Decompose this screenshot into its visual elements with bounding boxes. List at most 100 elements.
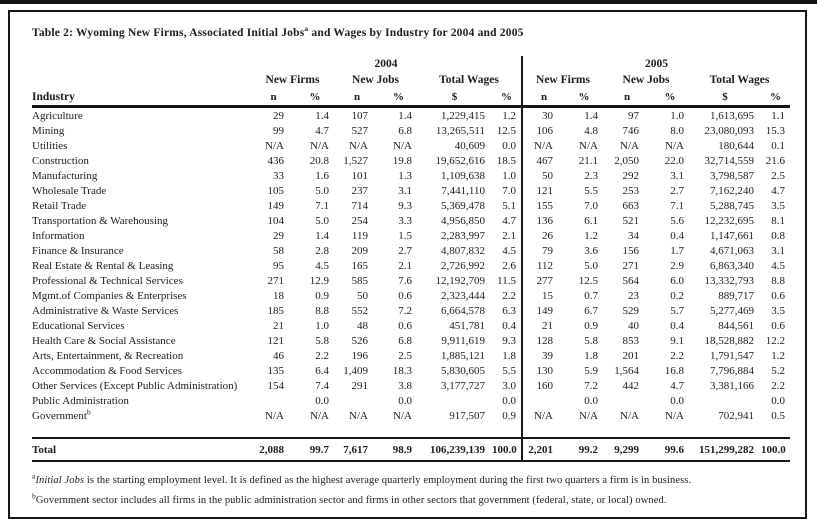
value-cell: 40 [628,319,639,332]
value-cell: 3.1 [670,169,684,182]
value-cell [603,393,651,408]
value-cell: 149 [267,199,285,212]
value-cell: 0.2 [670,289,684,302]
value-cell: 2.8 [315,244,329,257]
unit-header-pct: % [380,88,417,108]
value-cell: 12,232,695 [704,214,755,227]
value-cell: 1.2 [502,109,516,122]
value-cell: 0.0 [584,394,598,407]
value-cell: 7.0 [502,184,516,197]
value-cell: 0.9 [315,289,329,302]
title-superscript: a [304,24,309,34]
value-cell: 5.0 [584,259,598,272]
value-cell: 2,323,444 [441,289,485,302]
value-cell: 13,265,511 [435,124,485,137]
value-cell: 26 [521,228,565,243]
value-cell: 0.6 [398,319,412,332]
value-cell: 18 [273,289,284,302]
value-cell: 3,177,727 [441,379,485,392]
value-cell [251,393,296,408]
value-cell: 58 [273,244,284,257]
value-cell: 7,796,884 [710,364,754,377]
value-cell: 7.2 [584,379,598,392]
industry-cell: Information [32,229,85,242]
value-cell: 527 [351,124,369,137]
spacer-cell [251,423,522,438]
value-cell: 0.4 [670,319,684,332]
value-cell: 7,441,110 [441,184,485,197]
value-cell: N/A [310,139,329,152]
value-cell: 6.0 [670,274,684,287]
value-cell: 436 [267,154,285,167]
value-cell: 1.2 [771,349,785,362]
header-new-jobs-2005: New Jobs [622,74,670,86]
value-cell: 746 [622,124,640,137]
value-cell: 29 [273,229,284,242]
value-cell: 22.0 [664,154,684,167]
value-cell: 585 [351,274,369,287]
value-cell: 135 [267,364,285,377]
value-cell: 1,147,661 [710,229,754,242]
unit-header-dollar: $ [689,88,761,108]
total-value-cell: 9,299 [603,437,651,462]
value-cell: 4.7 [502,214,516,227]
value-cell: 5.9 [584,364,598,377]
value-cell: 2.9 [670,259,684,272]
value-cell: 95 [273,259,284,272]
value-cell: 9.1 [670,334,684,347]
spacer-cell [32,56,251,72]
value-cell: 13,332,793 [704,274,755,287]
industry-cell: Construction [32,154,89,167]
value-cell: 4.5 [502,244,516,257]
value-cell: 6.8 [398,334,412,347]
total-value-cell: 98.9 [380,437,417,462]
value-cell: 19,652,616 [435,154,486,167]
value-cell: 119 [351,229,368,242]
footnote-b: bGovernment sector includes all firms in… [32,491,805,506]
value-cell: 4.8 [584,124,598,137]
value-cell: 2.1 [502,229,516,242]
value-cell: 0.0 [315,394,329,407]
table-row: Wholesale Trade 105 5.0 237 3.1 7,441,110 7.0 1… [32,183,790,198]
footnote-b-superscript: b [32,491,36,501]
table-row: Professional & Technical Services 271 12.9… [32,273,790,288]
unit-header-row: Industry n % n % $ % n % n % $ % [32,88,790,108]
value-cell: 104 [267,214,285,227]
value-cell: 2.5 [398,349,412,362]
value-cell: 50 [357,289,368,302]
table-row: Administrative & Waste Services 185 8.8 552… [32,303,790,318]
value-cell: 185 [267,304,285,317]
value-cell: 12.2 [765,334,785,347]
table-row: Construction 436 20.8 1,527 19.8 19,652,616 18… [32,153,790,168]
value-cell: 6,664,578 [441,304,485,317]
value-cell: 1.4 [584,109,598,122]
value-cell: 917,507 [449,409,485,422]
industry-cell: Educational Services [32,319,125,332]
unit-header-n: n [334,88,380,108]
total-label: Total [32,437,251,462]
value-cell: 1.8 [502,349,516,362]
value-cell: 2.2 [315,349,329,362]
value-cell: 4,956,850 [441,214,485,227]
value-cell: 48 [357,319,368,332]
footnotes: aInitial Jobs is the starting employment… [32,472,805,506]
value-cell: 106 [521,123,565,138]
value-cell: 39 [521,348,565,363]
table-row: Manufacturing 33 1.6 101 1.3 1,109,638 1.0 50 2.… [32,168,790,183]
industry-cell: Mining [32,124,65,137]
unit-header-dollar: $ [417,88,492,108]
value-cell: 0.0 [502,139,516,152]
value-cell: 136 [521,213,565,228]
total-value-cell: 2,088 [251,437,296,462]
value-cell: 105 [267,184,285,197]
value-cell: N/A [521,408,565,423]
unit-header-pct: % [492,88,522,108]
title-text: Table 2: Wyoming New Firms, Associated I… [32,27,305,39]
value-cell: 5.5 [502,364,516,377]
scan-edge-strip [0,0,817,4]
value-cell: N/A [349,139,368,152]
value-cell: 1.0 [670,109,684,122]
value-cell: 4.7 [670,379,684,392]
value-cell: 121 [267,334,285,347]
industry-cell: Transportation & Warehousing [32,214,168,227]
